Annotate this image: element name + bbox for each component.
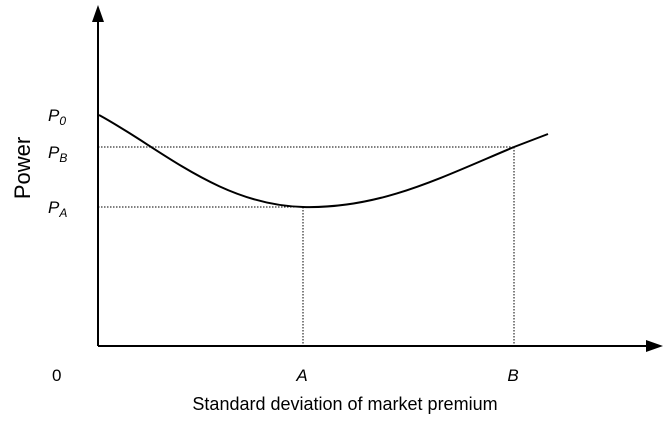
x-axis-title: Standard deviation of market premium (192, 394, 497, 414)
tick-label-pa: PA (48, 198, 67, 220)
origin-label: 0 (52, 366, 61, 385)
x-axis-arrowhead (646, 340, 663, 352)
y-axis-arrowhead (92, 5, 104, 22)
y-axis-title: Power (10, 137, 35, 199)
tick-label-b: B (507, 366, 518, 385)
tick-label-a: A (295, 366, 307, 385)
tick-label-pb: PB (48, 143, 67, 165)
power-curve (98, 114, 549, 209)
tick-label-p0: P0 (48, 106, 66, 128)
